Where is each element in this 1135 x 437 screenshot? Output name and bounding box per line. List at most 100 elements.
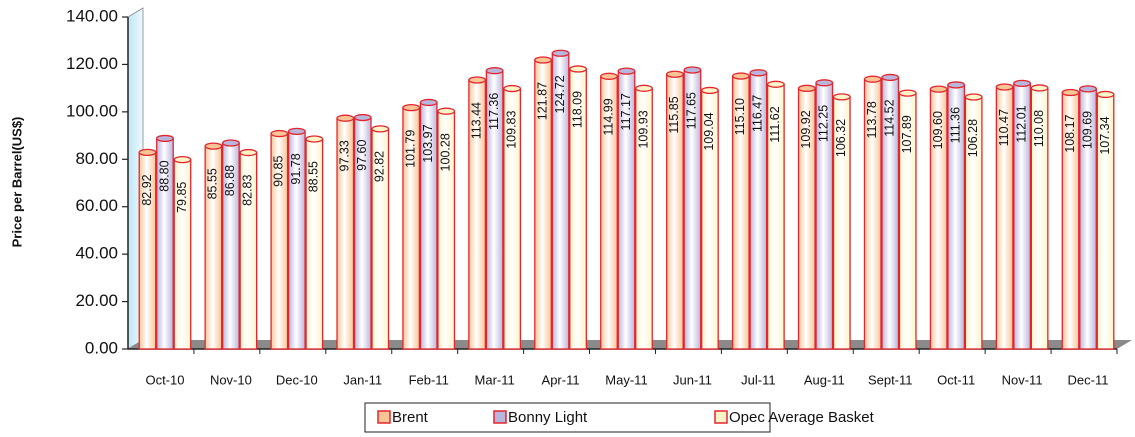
value-label: 106.28 bbox=[966, 119, 980, 157]
x-tick-label: Oct-10 bbox=[145, 372, 184, 387]
y-tick-label: 80.00 bbox=[75, 149, 118, 168]
bar-cap bbox=[156, 134, 174, 143]
value-label: 113.44 bbox=[469, 102, 483, 139]
bar-cap bbox=[1013, 79, 1031, 88]
value-label: 109.60 bbox=[931, 111, 945, 149]
legend-label: Opec Average Basket bbox=[729, 409, 875, 426]
value-label: 103.97 bbox=[421, 124, 435, 162]
legend-swatch bbox=[377, 410, 391, 424]
legend-label: Bonny Light bbox=[508, 409, 588, 426]
bar-cap bbox=[569, 65, 587, 73]
x-tick-label: Nov-11 bbox=[1002, 372, 1043, 387]
x-tick-label: Aug-11 bbox=[804, 372, 845, 387]
value-label: 117.17 bbox=[619, 93, 633, 130]
value-label: 109.92 bbox=[799, 110, 813, 148]
bar-cap bbox=[995, 83, 1014, 91]
value-label: 101.79 bbox=[403, 130, 417, 168]
bar-cap bbox=[138, 148, 157, 157]
bar-cap bbox=[600, 72, 618, 80]
value-label: 106.32 bbox=[834, 119, 848, 157]
value-label: 112.25 bbox=[817, 105, 831, 142]
y-axis-label: Price per Barrel(US$) bbox=[9, 117, 24, 248]
value-label: 86.88 bbox=[223, 165, 237, 196]
bar-cap bbox=[173, 155, 192, 164]
y-tick-label: 20.00 bbox=[75, 291, 118, 310]
value-label: 121.87 bbox=[535, 82, 549, 120]
bar-cap bbox=[964, 93, 983, 101]
value-label: 111.62 bbox=[768, 106, 782, 142]
bar-cap bbox=[749, 69, 768, 77]
legend-box bbox=[364, 402, 771, 433]
value-label: 112.01 bbox=[1014, 105, 1028, 142]
value-label: 91.78 bbox=[289, 153, 303, 184]
bar-cap bbox=[270, 129, 289, 138]
x-tick-label: Feb-11 bbox=[409, 372, 449, 387]
bar-cap bbox=[766, 80, 785, 88]
bar-cap bbox=[551, 49, 570, 57]
x-tick-label: Mar-11 bbox=[475, 372, 515, 387]
bar-cap bbox=[863, 75, 882, 83]
x-tick-label: Oct-11 bbox=[937, 372, 975, 387]
bar-cap bbox=[797, 84, 816, 92]
bar-cap bbox=[204, 142, 223, 150]
bar-cap bbox=[1061, 88, 1080, 97]
bar-cap bbox=[635, 84, 653, 92]
x-tick-label: Dec-11 bbox=[1068, 372, 1109, 387]
bar-cap bbox=[239, 148, 258, 157]
legend-swatch bbox=[714, 410, 728, 424]
bar-cap bbox=[815, 79, 834, 87]
value-label: 107.89 bbox=[900, 115, 914, 153]
bar-cap bbox=[287, 127, 306, 136]
x-tick-label: Dec-10 bbox=[276, 372, 318, 387]
value-label: 88.80 bbox=[157, 160, 171, 191]
value-label: 108.17 bbox=[1063, 114, 1077, 152]
value-label: 82.92 bbox=[140, 174, 154, 205]
bar-cap bbox=[353, 113, 372, 122]
value-label: 117.36 bbox=[487, 93, 501, 130]
bar-cap bbox=[485, 67, 504, 75]
value-label: 109.93 bbox=[636, 110, 650, 148]
bar-cap bbox=[929, 85, 948, 93]
value-label: 114.99 bbox=[601, 98, 615, 135]
value-label: 109.69 bbox=[1080, 111, 1094, 149]
bar-cap bbox=[402, 103, 421, 112]
value-label: 124.72 bbox=[553, 75, 567, 113]
x-tick-label: May-11 bbox=[605, 372, 647, 387]
value-label: 114.52 bbox=[883, 99, 897, 136]
value-label: 110.08 bbox=[1032, 110, 1046, 147]
x-tick-label: Jul-11 bbox=[741, 372, 775, 387]
value-label: 100.28 bbox=[438, 133, 452, 171]
bar-cap bbox=[701, 86, 719, 95]
value-label: 79.85 bbox=[175, 182, 189, 213]
x-tick-label: Jun-11 bbox=[673, 372, 712, 387]
value-label: 90.85 bbox=[272, 156, 286, 187]
bar-cap bbox=[468, 76, 487, 84]
bar-cap bbox=[1096, 90, 1115, 99]
y-tick-label: 40.00 bbox=[75, 244, 118, 263]
value-label: 110.47 bbox=[997, 109, 1011, 146]
bar-cap bbox=[881, 73, 900, 82]
y-tick-label: 100.00 bbox=[66, 101, 118, 120]
value-label: 97.33 bbox=[338, 140, 352, 171]
bar-cap bbox=[1030, 84, 1049, 92]
value-label: 118.09 bbox=[570, 91, 584, 128]
value-label: 97.60 bbox=[355, 140, 369, 171]
value-label: 82.83 bbox=[241, 175, 255, 206]
value-label: 111.36 bbox=[948, 107, 962, 143]
legend-swatch bbox=[493, 410, 507, 424]
x-tick-label: Apr-11 bbox=[542, 372, 580, 387]
bar-cap bbox=[1079, 85, 1097, 93]
bar-cap bbox=[371, 125, 390, 133]
value-label: 109.04 bbox=[702, 112, 716, 150]
bar-cap bbox=[898, 89, 917, 97]
bar-cap bbox=[336, 114, 355, 122]
value-label: 116.47 bbox=[751, 95, 765, 132]
bar-cap bbox=[437, 107, 456, 115]
bar-cap bbox=[731, 72, 750, 80]
x-tick-label: Jan-11 bbox=[343, 372, 382, 387]
bar-cap bbox=[305, 135, 324, 143]
bar-cap bbox=[666, 70, 684, 78]
value-label: 88.55 bbox=[307, 161, 321, 192]
bar-cap bbox=[221, 139, 240, 147]
